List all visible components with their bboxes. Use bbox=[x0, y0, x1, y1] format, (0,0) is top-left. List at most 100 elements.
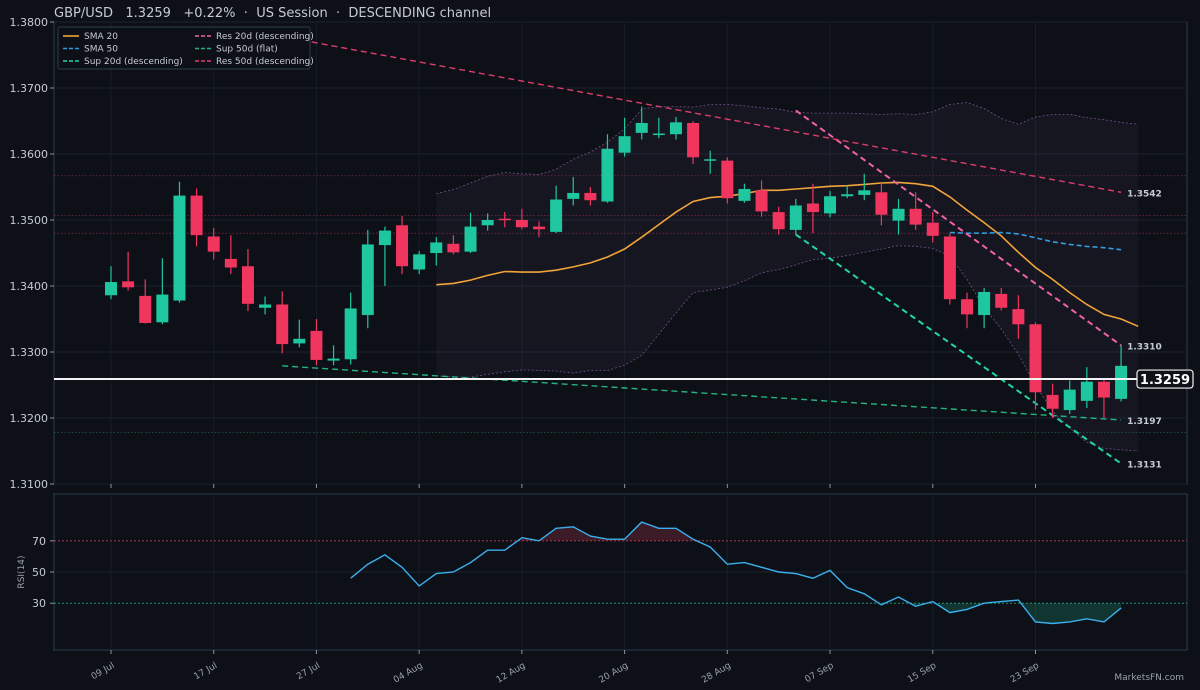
candle-body-down bbox=[995, 293, 1008, 308]
candle-body-down bbox=[1029, 324, 1042, 393]
res50-label: 1.3542 bbox=[1127, 189, 1162, 199]
candle-body-up bbox=[413, 254, 426, 270]
price-tick-label: 1.3200 bbox=[10, 412, 49, 425]
price-tick-label: 1.3500 bbox=[10, 214, 49, 227]
candle-body-down bbox=[943, 236, 956, 300]
candle-body-down bbox=[207, 236, 220, 252]
price-tick-label: 1.3300 bbox=[10, 346, 49, 359]
candle-body-up bbox=[344, 308, 357, 360]
price-tick-label: 1.3400 bbox=[10, 280, 49, 293]
res20-trendline bbox=[795, 109, 1122, 347]
candle-body-up bbox=[1115, 365, 1128, 399]
candle-body-up bbox=[567, 192, 580, 199]
candle-body-up bbox=[789, 205, 802, 230]
candle-body-down bbox=[533, 226, 545, 230]
candle-body-up bbox=[978, 291, 991, 316]
candle-body-up bbox=[635, 122, 648, 133]
candle-body-down bbox=[224, 258, 237, 268]
candle-body-up bbox=[105, 282, 117, 296]
candle-body-up bbox=[669, 122, 682, 135]
bollinger-lower-line bbox=[436, 245, 1139, 452]
candle-body-down bbox=[772, 212, 785, 230]
res20-label: 1.3310 bbox=[1127, 342, 1162, 352]
x-tick-label: 17 Jul bbox=[192, 661, 219, 682]
candle-body-up bbox=[1063, 389, 1076, 411]
candle-body-up bbox=[550, 199, 563, 232]
legend-sma50-label: SMA 50 bbox=[84, 45, 118, 55]
candle-body-down bbox=[687, 122, 700, 158]
candle-body-down bbox=[755, 190, 768, 212]
sma20-line bbox=[436, 181, 1139, 328]
candle-body-up bbox=[430, 242, 443, 253]
sup20-label: 1.3131 bbox=[1127, 461, 1162, 471]
x-tick-label: 23 Sep bbox=[1009, 661, 1041, 685]
price-tick-label: 1.3100 bbox=[10, 478, 49, 491]
candle-body-down bbox=[498, 218, 511, 221]
candle-body-up bbox=[327, 358, 340, 361]
candle-body-up bbox=[259, 304, 272, 308]
x-tick-label: 04 Aug bbox=[392, 661, 425, 686]
x-tick-label: 09 Jul bbox=[90, 661, 117, 682]
symbol: GBP/USD bbox=[54, 6, 113, 21]
candle-body-up bbox=[824, 196, 837, 214]
candle-body-down bbox=[241, 266, 254, 304]
candle-body-down bbox=[926, 222, 939, 236]
candle-body-down bbox=[139, 295, 152, 323]
rsi-tick-label: 70 bbox=[32, 535, 46, 548]
candle-body-down bbox=[961, 299, 973, 315]
candle-body-up bbox=[481, 220, 494, 226]
candle-body-up bbox=[1080, 381, 1093, 401]
last-price-label: 1.3259 bbox=[1140, 373, 1190, 388]
candle-body-up bbox=[601, 148, 614, 202]
rsi-tick-label: 50 bbox=[32, 566, 46, 579]
candle-body-down bbox=[276, 304, 289, 345]
last-price-badge bbox=[1136, 369, 1194, 389]
x-tick-label: 12 Aug bbox=[495, 661, 528, 686]
candle-body-up bbox=[361, 244, 374, 316]
candle-body-down bbox=[721, 160, 734, 199]
sma50-line bbox=[949, 231, 1122, 251]
candle-body-up bbox=[156, 294, 169, 323]
legend-sma20-label: SMA 20 bbox=[84, 32, 118, 42]
candle-body-up bbox=[378, 230, 391, 246]
price: 1.3259 bbox=[125, 6, 171, 21]
legend-sup50-label: Sup 50d (flat) bbox=[216, 45, 278, 55]
res50-trendline bbox=[282, 35, 1122, 193]
rsi-oversold-fill bbox=[350, 603, 1122, 624]
candle-body-down bbox=[515, 220, 528, 228]
price-tick-label: 1.3800 bbox=[10, 16, 49, 29]
rsi-tick-label: 30 bbox=[32, 597, 46, 610]
rsi-line bbox=[350, 521, 1122, 625]
candle-body-up bbox=[841, 194, 854, 197]
legend-sup20-label: Sup 20d (descending) bbox=[84, 57, 183, 67]
candle-body-up bbox=[618, 136, 631, 153]
x-tick-label: 07 Sep bbox=[803, 661, 835, 685]
watermark: MarketsFN.com bbox=[1114, 673, 1184, 683]
x-tick-label: 15 Sep bbox=[906, 661, 938, 685]
legend-box bbox=[57, 26, 311, 70]
candle-body-down bbox=[909, 208, 922, 225]
candle-body-down bbox=[122, 281, 135, 288]
candle-body-down bbox=[1046, 394, 1059, 409]
candle-body-down bbox=[584, 192, 597, 201]
candle-body-down bbox=[1097, 381, 1110, 398]
chart-title: GBP/USD 1.3259 +0.22% · US Session · DES… bbox=[54, 6, 492, 21]
x-tick-label: 28 Aug bbox=[700, 661, 733, 686]
candle-body-down bbox=[396, 225, 409, 267]
sup50-trendline bbox=[282, 365, 1122, 421]
session: US Session bbox=[256, 6, 328, 21]
candle-body-up bbox=[704, 159, 717, 161]
sup20-trendline bbox=[795, 233, 1122, 465]
price-tick-label: 1.3600 bbox=[10, 148, 49, 161]
x-tick-label: 20 Aug bbox=[597, 661, 630, 686]
sup50-label: 1.3197 bbox=[1127, 417, 1162, 427]
candle-body-up bbox=[652, 133, 665, 136]
candle-body-down bbox=[310, 330, 323, 360]
bollinger-upper-line bbox=[436, 102, 1139, 194]
candle-body-down bbox=[875, 192, 888, 215]
candle-body-up bbox=[892, 208, 905, 221]
channel: DESCENDING channel bbox=[348, 6, 492, 21]
candle-body-up bbox=[738, 188, 751, 201]
price-tick-label: 1.3700 bbox=[10, 82, 49, 95]
